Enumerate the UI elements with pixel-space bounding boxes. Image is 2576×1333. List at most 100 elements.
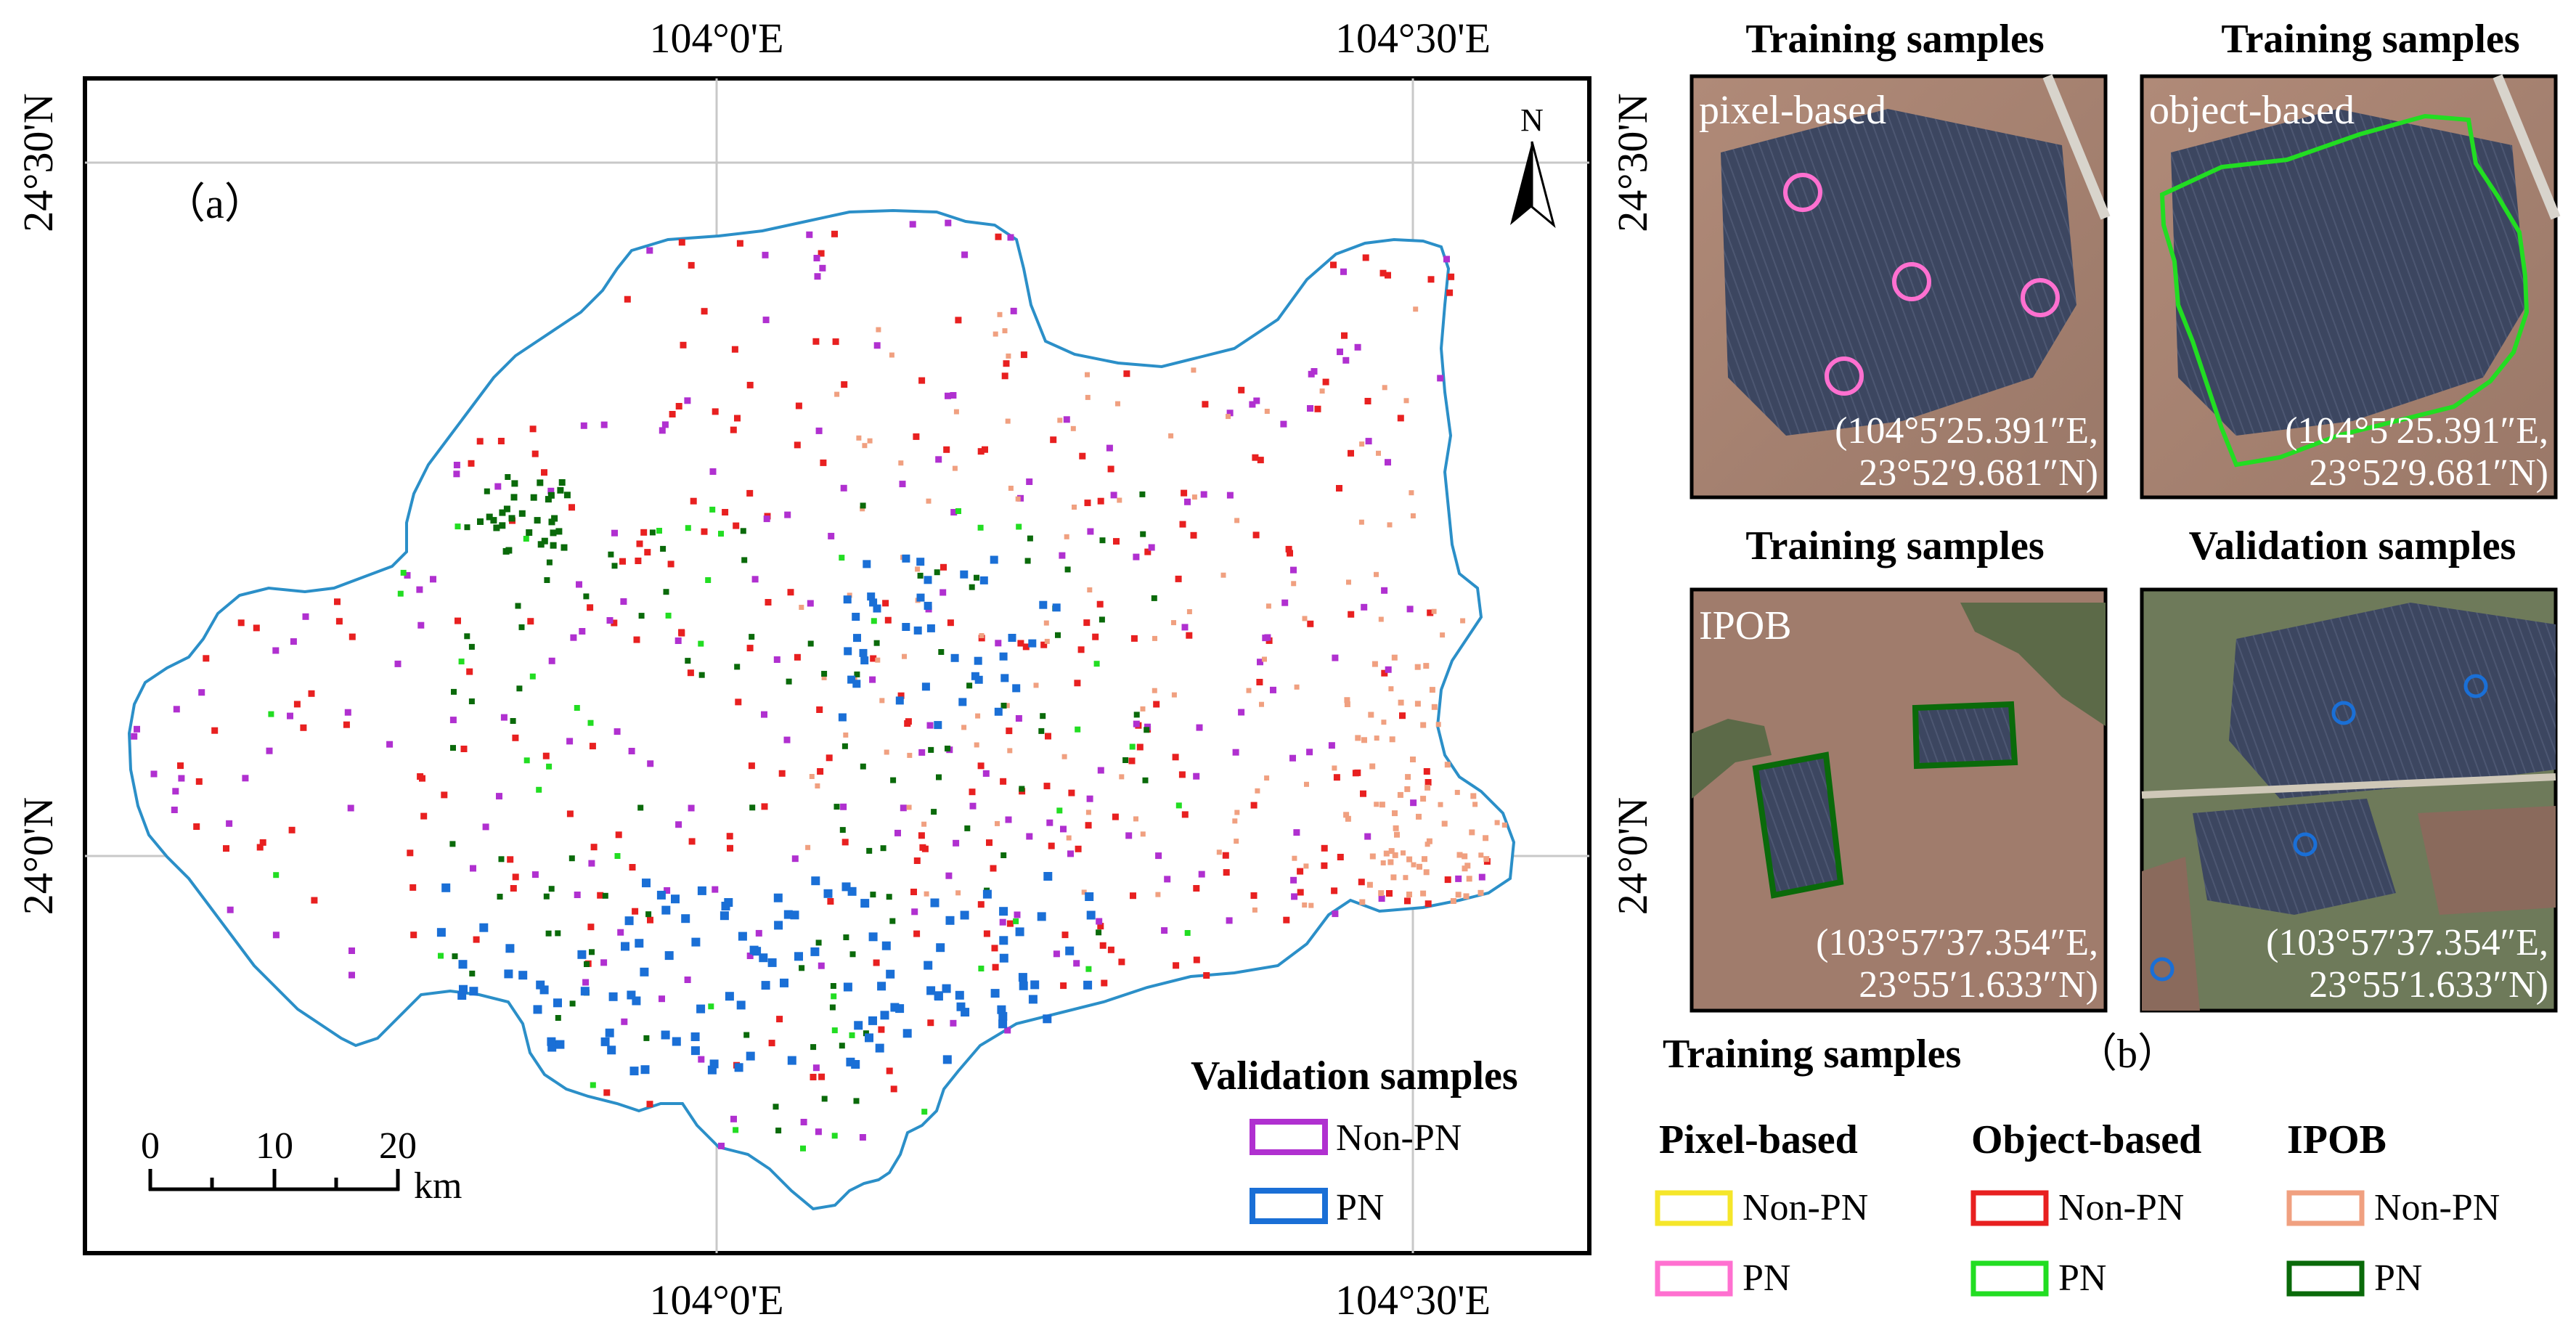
validation-non-pn-sample (580, 422, 587, 429)
object-non-pn-sample (1285, 545, 1292, 553)
ipob-pn-sample (1099, 537, 1106, 544)
object-non-pn-sample (1061, 932, 1069, 939)
object-non-pn-sample (1423, 768, 1430, 775)
validation-pn-sample (902, 623, 910, 631)
validation-pn-sample (505, 944, 515, 953)
object-non-pn-sample (1193, 956, 1200, 963)
ipob-non-pn-sample (1406, 892, 1412, 897)
ipob-pn-sample (499, 509, 506, 516)
object-non-pn-sample (587, 924, 595, 931)
ipob-non-pn-sample (1346, 579, 1351, 585)
ipob-non-pn-sample (843, 732, 849, 738)
ipob-pn-sample (1122, 757, 1129, 763)
ipob-pn-sample (829, 1004, 836, 1011)
ipob-pn-sample (505, 547, 513, 554)
ipob-pn-sample (934, 569, 940, 576)
ipob-pn-sample (551, 515, 558, 522)
validation-pn-sample (1015, 927, 1024, 937)
object-non-pn-sample (701, 528, 708, 535)
object-non-pn-sample (675, 403, 682, 409)
ipob-non-pn-sample (821, 674, 827, 680)
validation-pn-sample (691, 937, 701, 947)
ipob-pn-sample (849, 951, 856, 958)
validation-non-pn-sample (784, 511, 791, 518)
inset-title-1: Training samples (1745, 17, 2044, 62)
ipob-non-pn-sample (1422, 856, 1427, 863)
ipob-non-pn-sample (1343, 812, 1350, 818)
validation-non-pn-sample (287, 712, 293, 720)
ipob-pn-sample (516, 685, 523, 692)
inset-4-coord-line2: 23°55′1.633″N) (2309, 964, 2548, 1006)
validation-non-pn-sample (751, 576, 759, 583)
validation-pn-sample (860, 656, 869, 665)
validation-non-pn-sample (1307, 405, 1313, 412)
validation-pn-sample (555, 1040, 565, 1049)
object-non-pn-sample (761, 803, 768, 810)
object-non-pn-sample (1112, 813, 1119, 820)
ipob-pn-sample (966, 682, 973, 689)
object-pn-sample (718, 531, 724, 537)
validation-pn-sample (724, 898, 733, 907)
ipob-pn-sample (799, 965, 805, 971)
validation-non-pn-sample (815, 427, 823, 434)
object-non-pn-sample (1022, 643, 1030, 651)
ipob-non-pn-sample (1368, 712, 1374, 718)
object-non-pn-sample (817, 768, 824, 775)
legend-swatch-ipob-pn (2286, 1260, 2365, 1297)
object-non-pn-sample (748, 762, 755, 770)
object-non-pn-sample (995, 233, 1002, 240)
validation-non-pn-sample (172, 788, 179, 795)
validation-non-pn-sample (918, 749, 926, 756)
validation-pn-sample (629, 1067, 639, 1076)
inset-4-road (2141, 773, 2556, 799)
object-pn-sample (2159, 113, 2530, 468)
ipob-non-pn-sample (1387, 522, 1393, 528)
validation-non-pn-sample (1004, 1027, 1011, 1034)
validation-non-pn-sample (1067, 850, 1074, 857)
validation-pn-sample (863, 560, 871, 568)
validation-pn-sample (921, 682, 930, 691)
ipob-non-pn-sample (906, 804, 912, 810)
object-non-pn-sample (1083, 619, 1091, 627)
validation-pn-sample (810, 947, 820, 956)
ipob-non-pn-sample (1455, 892, 1462, 898)
ipob-non-pn-sample (1057, 417, 1063, 423)
legend-swatch-object-pn (1970, 1260, 2049, 1297)
legend-heading-ipob: IPOB (2287, 1117, 2387, 1162)
object-non-pn-sample (1045, 733, 1051, 740)
ipob-non-pn-sample (1234, 518, 1240, 523)
ipob-non-pn-sample (809, 774, 815, 779)
object-non-pn-sample (910, 889, 917, 895)
object-non-pn-sample (644, 549, 651, 556)
ipob-pn-sample (583, 593, 590, 600)
ipob-non-pn-sample (1417, 863, 1422, 870)
ipob-pn-sample (550, 529, 557, 537)
ipob-pn-sample (584, 961, 590, 967)
ipob-non-pn-sample (997, 311, 1003, 317)
validation-pn-sample (956, 1002, 966, 1011)
validation-pn-sample (867, 592, 876, 601)
validation-non-pn-sample (828, 532, 835, 539)
validation-pn-sample (960, 910, 969, 920)
ipob-non-pn-sample (1004, 703, 1010, 709)
object-non-pn-sample (497, 438, 505, 444)
object-non-pn-sample (795, 402, 802, 409)
ipob-non-pn-sample (1171, 620, 1176, 626)
ipob-pn-sample (889, 918, 896, 924)
validation-non-pn-sample (570, 634, 577, 641)
ipob-non-pn-sample (1319, 388, 1325, 394)
validation-non-pn-sample (1063, 416, 1070, 423)
object-non-pn-sample (734, 415, 741, 422)
ipob-non-pn-sample (875, 657, 881, 663)
validation-non-pn-sample (470, 865, 476, 872)
validation-pn-sample (539, 985, 549, 995)
object-non-pn-sample (1446, 289, 1454, 296)
object-non-pn-sample (816, 706, 823, 713)
object-non-pn-sample (568, 504, 575, 511)
pixel-pn-sample (1825, 356, 1864, 396)
object-non-pn-sample (765, 599, 772, 606)
object-non-pn-sample (1003, 360, 1010, 367)
object-non-pn-sample (882, 600, 889, 607)
object-non-pn-sample (992, 963, 999, 971)
validation-non-pn-sample (813, 255, 820, 261)
